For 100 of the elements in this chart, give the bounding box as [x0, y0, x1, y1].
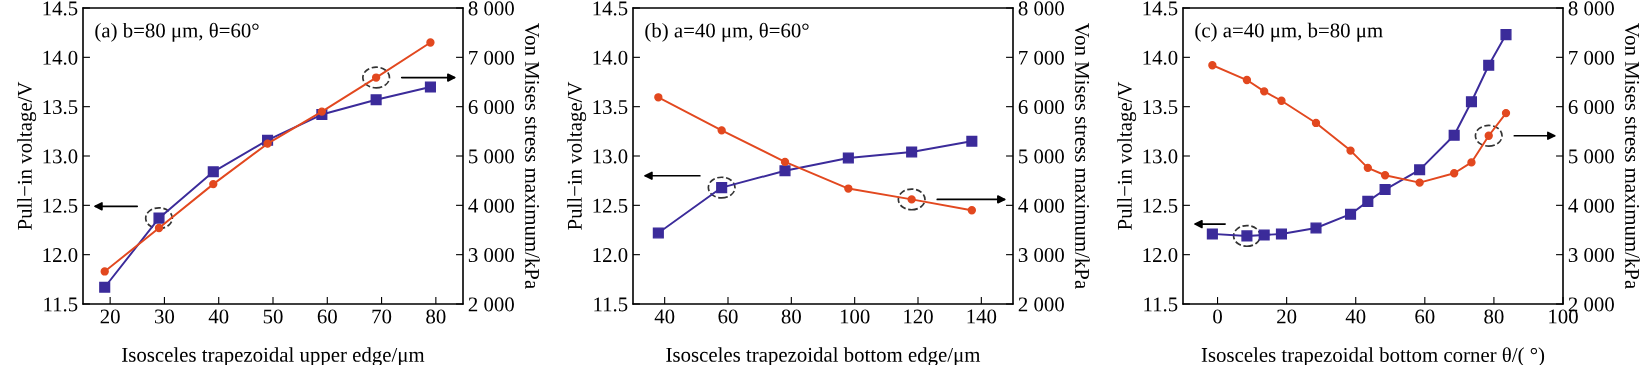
- point: [652, 227, 664, 239]
- x-tick-label: 20: [100, 309, 120, 324]
- y-tick-label: 14.5: [1143, 1, 1178, 16]
- x-tick-label: 60: [1415, 309, 1435, 324]
- point: [99, 281, 111, 293]
- x-tick-label: 80: [781, 309, 801, 324]
- point: [1260, 87, 1269, 96]
- point: [1500, 29, 1512, 41]
- y-axis-title: Pull−in voltage/V: [1117, 81, 1137, 230]
- y2-tick-label: 2 000: [468, 297, 514, 312]
- point: [154, 223, 164, 233]
- y-tick-label: 13.5: [43, 100, 78, 115]
- point: [1380, 171, 1390, 180]
- y2-tick-label: 4 000: [468, 198, 514, 213]
- point: [426, 38, 435, 47]
- y-tick-label: 13.5: [593, 100, 628, 115]
- x-tick-label: 70: [372, 309, 392, 324]
- y2-tick-label: 3 000: [1568, 248, 1614, 263]
- point: [1277, 96, 1286, 105]
- y-tick-label: 13.0: [43, 149, 78, 164]
- point: [207, 166, 219, 178]
- y2-axis-title: Von Mises stress maximum/kPa: [524, 23, 540, 289]
- x-tick-label: 20: [1277, 309, 1297, 324]
- y2-tick-label: 6 000: [1568, 100, 1614, 115]
- point: [780, 157, 790, 167]
- y-tick-label: 11.5: [1144, 297, 1178, 312]
- point: [1465, 96, 1478, 108]
- y2-tick-label: 7 000: [1019, 50, 1064, 65]
- y2-tick-label: 8 000: [468, 1, 514, 16]
- y-tick-label: 12.0: [43, 248, 78, 263]
- point: [263, 139, 272, 148]
- point: [1206, 228, 1218, 240]
- x-tick-label: 30: [155, 309, 175, 324]
- x-tick-label: 0: [1213, 309, 1222, 324]
- x-tick-label: 60: [317, 309, 337, 324]
- text: (c) a=40 μm, b=80 μm: [1195, 22, 1383, 42]
- point: [654, 93, 663, 102]
- x-tick-label: 140: [967, 309, 997, 324]
- point: [1208, 61, 1217, 70]
- y2-tick-label: 8 000: [1018, 1, 1064, 16]
- y2-axis-title: Von Mises stress maximum/kPa: [1074, 23, 1090, 289]
- y2-tick-label: 2 000: [1018, 297, 1064, 312]
- x-tick-label: 60: [718, 309, 738, 324]
- text: (a) b=80 μm, θ=60°: [95, 22, 259, 42]
- y-axis-title: Pull−in voltage/V: [567, 81, 587, 230]
- x-tick-label: 40: [1345, 309, 1366, 324]
- point: [1483, 59, 1495, 71]
- y2-tick-label: 4 000: [1018, 198, 1064, 213]
- point: [967, 206, 977, 215]
- point: [370, 94, 382, 106]
- point: [1501, 108, 1511, 118]
- y-tick-label: 13.0: [1143, 149, 1178, 164]
- y-tick-label: 14.0: [593, 50, 628, 65]
- point: [1467, 158, 1476, 167]
- point: [1258, 229, 1270, 241]
- point: [966, 135, 978, 147]
- y2-tick-label: 3 000: [1018, 248, 1064, 263]
- y2-tick-label: 5 000: [469, 149, 514, 164]
- y2-tick-label: 7 000: [1569, 50, 1614, 65]
- y2-tick-label: 5 000: [1569, 149, 1614, 164]
- point: [842, 152, 854, 164]
- point: [1310, 222, 1322, 234]
- point: [1363, 163, 1372, 173]
- point: [1275, 228, 1288, 240]
- y2-tick-label: 5 000: [1019, 149, 1064, 164]
- point: [424, 81, 436, 93]
- x-tick-label: 40: [208, 309, 229, 324]
- x-tick-label: 80: [426, 309, 446, 324]
- point: [1344, 208, 1357, 220]
- x-tick-label: 100: [840, 309, 870, 324]
- y2-tick-label: 7 000: [469, 50, 514, 65]
- y-tick-label: 12.5: [1143, 198, 1178, 213]
- point: [906, 146, 918, 158]
- y2-tick-label: 8 000: [1568, 1, 1614, 16]
- x-tick-label: 40: [654, 309, 675, 324]
- y-tick-label: 12.5: [43, 198, 78, 213]
- y-tick-label: 12.5: [593, 198, 628, 213]
- point: [209, 179, 218, 189]
- y-axis-title: Pull−in voltage/V: [17, 81, 37, 230]
- y-tick-label: 14.0: [43, 50, 78, 65]
- point: [100, 267, 109, 276]
- point: [1242, 75, 1252, 85]
- y2-tick-label: 6 000: [468, 100, 514, 115]
- y2-axis-title: Von Mises stress maximum/kPa: [1624, 23, 1640, 289]
- y-tick-label: 14.5: [43, 1, 78, 16]
- y-tick-label: 13.5: [1143, 100, 1178, 115]
- text: (b) a=40 μm, θ=60°: [645, 22, 809, 42]
- y2-tick-label: 6 000: [1018, 100, 1064, 115]
- point: [779, 165, 791, 177]
- y-tick-label: 14.0: [1143, 50, 1178, 65]
- point: [317, 107, 327, 116]
- point: [1450, 169, 1459, 178]
- y2-tick-label: 4 000: [1568, 198, 1614, 213]
- y-tick-label: 11.5: [594, 297, 628, 312]
- point: [1415, 178, 1424, 187]
- y-tick-label: 12.0: [593, 248, 628, 263]
- point: [1362, 195, 1374, 207]
- x-tick-label: 80: [1484, 309, 1504, 324]
- point: [1311, 118, 1321, 128]
- x-tick-label: 120: [904, 309, 933, 324]
